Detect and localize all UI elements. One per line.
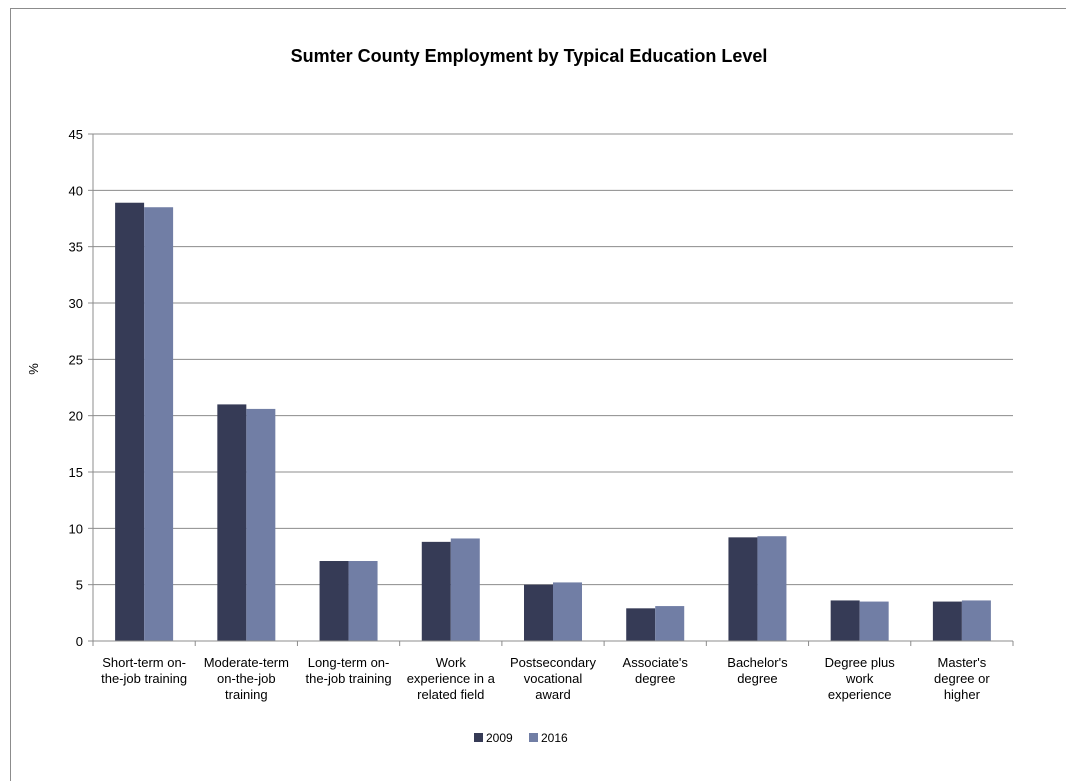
bar-2016 — [757, 536, 787, 641]
bar-2016 — [859, 601, 889, 641]
y-tick-label: 35 — [69, 240, 83, 255]
bar-2009 — [115, 202, 145, 641]
x-category-label: Work experience in a related field — [407, 655, 496, 702]
bar-2009 — [524, 584, 553, 641]
legend-swatch-2016 — [529, 733, 538, 742]
bar-2009 — [319, 561, 349, 641]
x-category-label: Degree plus work experience — [825, 655, 896, 702]
bar-2016 — [348, 561, 378, 641]
bar-2009 — [728, 537, 758, 641]
bar-2016 — [553, 582, 582, 641]
y-tick-label: 40 — [69, 183, 83, 198]
x-category-label: Associate's degree — [623, 655, 689, 686]
bar-2009 — [626, 608, 656, 641]
y-tick-label: 45 — [69, 127, 83, 142]
bars — [115, 202, 991, 641]
x-category-label: Postsecondary vocational award — [510, 655, 596, 702]
y-tick-label: 30 — [69, 296, 83, 311]
y-tick-label: 15 — [69, 465, 83, 480]
x-category-label: Long-term on-the-job training — [306, 655, 392, 686]
legend: 2009 2016 — [474, 731, 568, 745]
y-tick-label: 0 — [76, 634, 83, 649]
bar-2009 — [932, 601, 962, 641]
bar-2016 — [961, 600, 991, 641]
axes — [88, 133, 1014, 646]
bar-2009 — [830, 600, 860, 641]
bar-chart: Sumter County Employment by Typical Educ… — [26, 46, 1014, 745]
y-tick-label: 5 — [76, 578, 83, 593]
bar-2016 — [246, 408, 276, 641]
y-tick-label: 10 — [69, 521, 83, 536]
y-tick-label: 20 — [69, 409, 83, 424]
legend-swatch-2009 — [474, 733, 483, 742]
legend-label-2016: 2016 — [541, 731, 568, 745]
y-tick-label: 25 — [69, 352, 83, 367]
bar-2009 — [217, 404, 247, 641]
bar-2016 — [450, 538, 480, 641]
x-category-label: Short-term on-the-job training — [101, 655, 187, 686]
bar-2016 — [655, 606, 685, 641]
x-category-label: Bachelor's degree — [727, 655, 788, 686]
x-category-label: Moderate-term on-the-job training — [204, 655, 289, 702]
bar-2016 — [144, 207, 174, 641]
chart-frame: Sumter County Employment by Typical Educ… — [10, 8, 1066, 781]
x-category-label: Master's degree or higher — [934, 655, 990, 702]
chart-title: Sumter County Employment by Typical Educ… — [291, 46, 768, 66]
axis-labels: 0 5 10 15 20 25 30 35 40 45 Short-term on-the-job … — [69, 127, 991, 702]
bar-2009 — [421, 541, 451, 641]
y-axis-label: % — [26, 363, 41, 375]
legend-label-2009: 2009 — [486, 731, 513, 745]
